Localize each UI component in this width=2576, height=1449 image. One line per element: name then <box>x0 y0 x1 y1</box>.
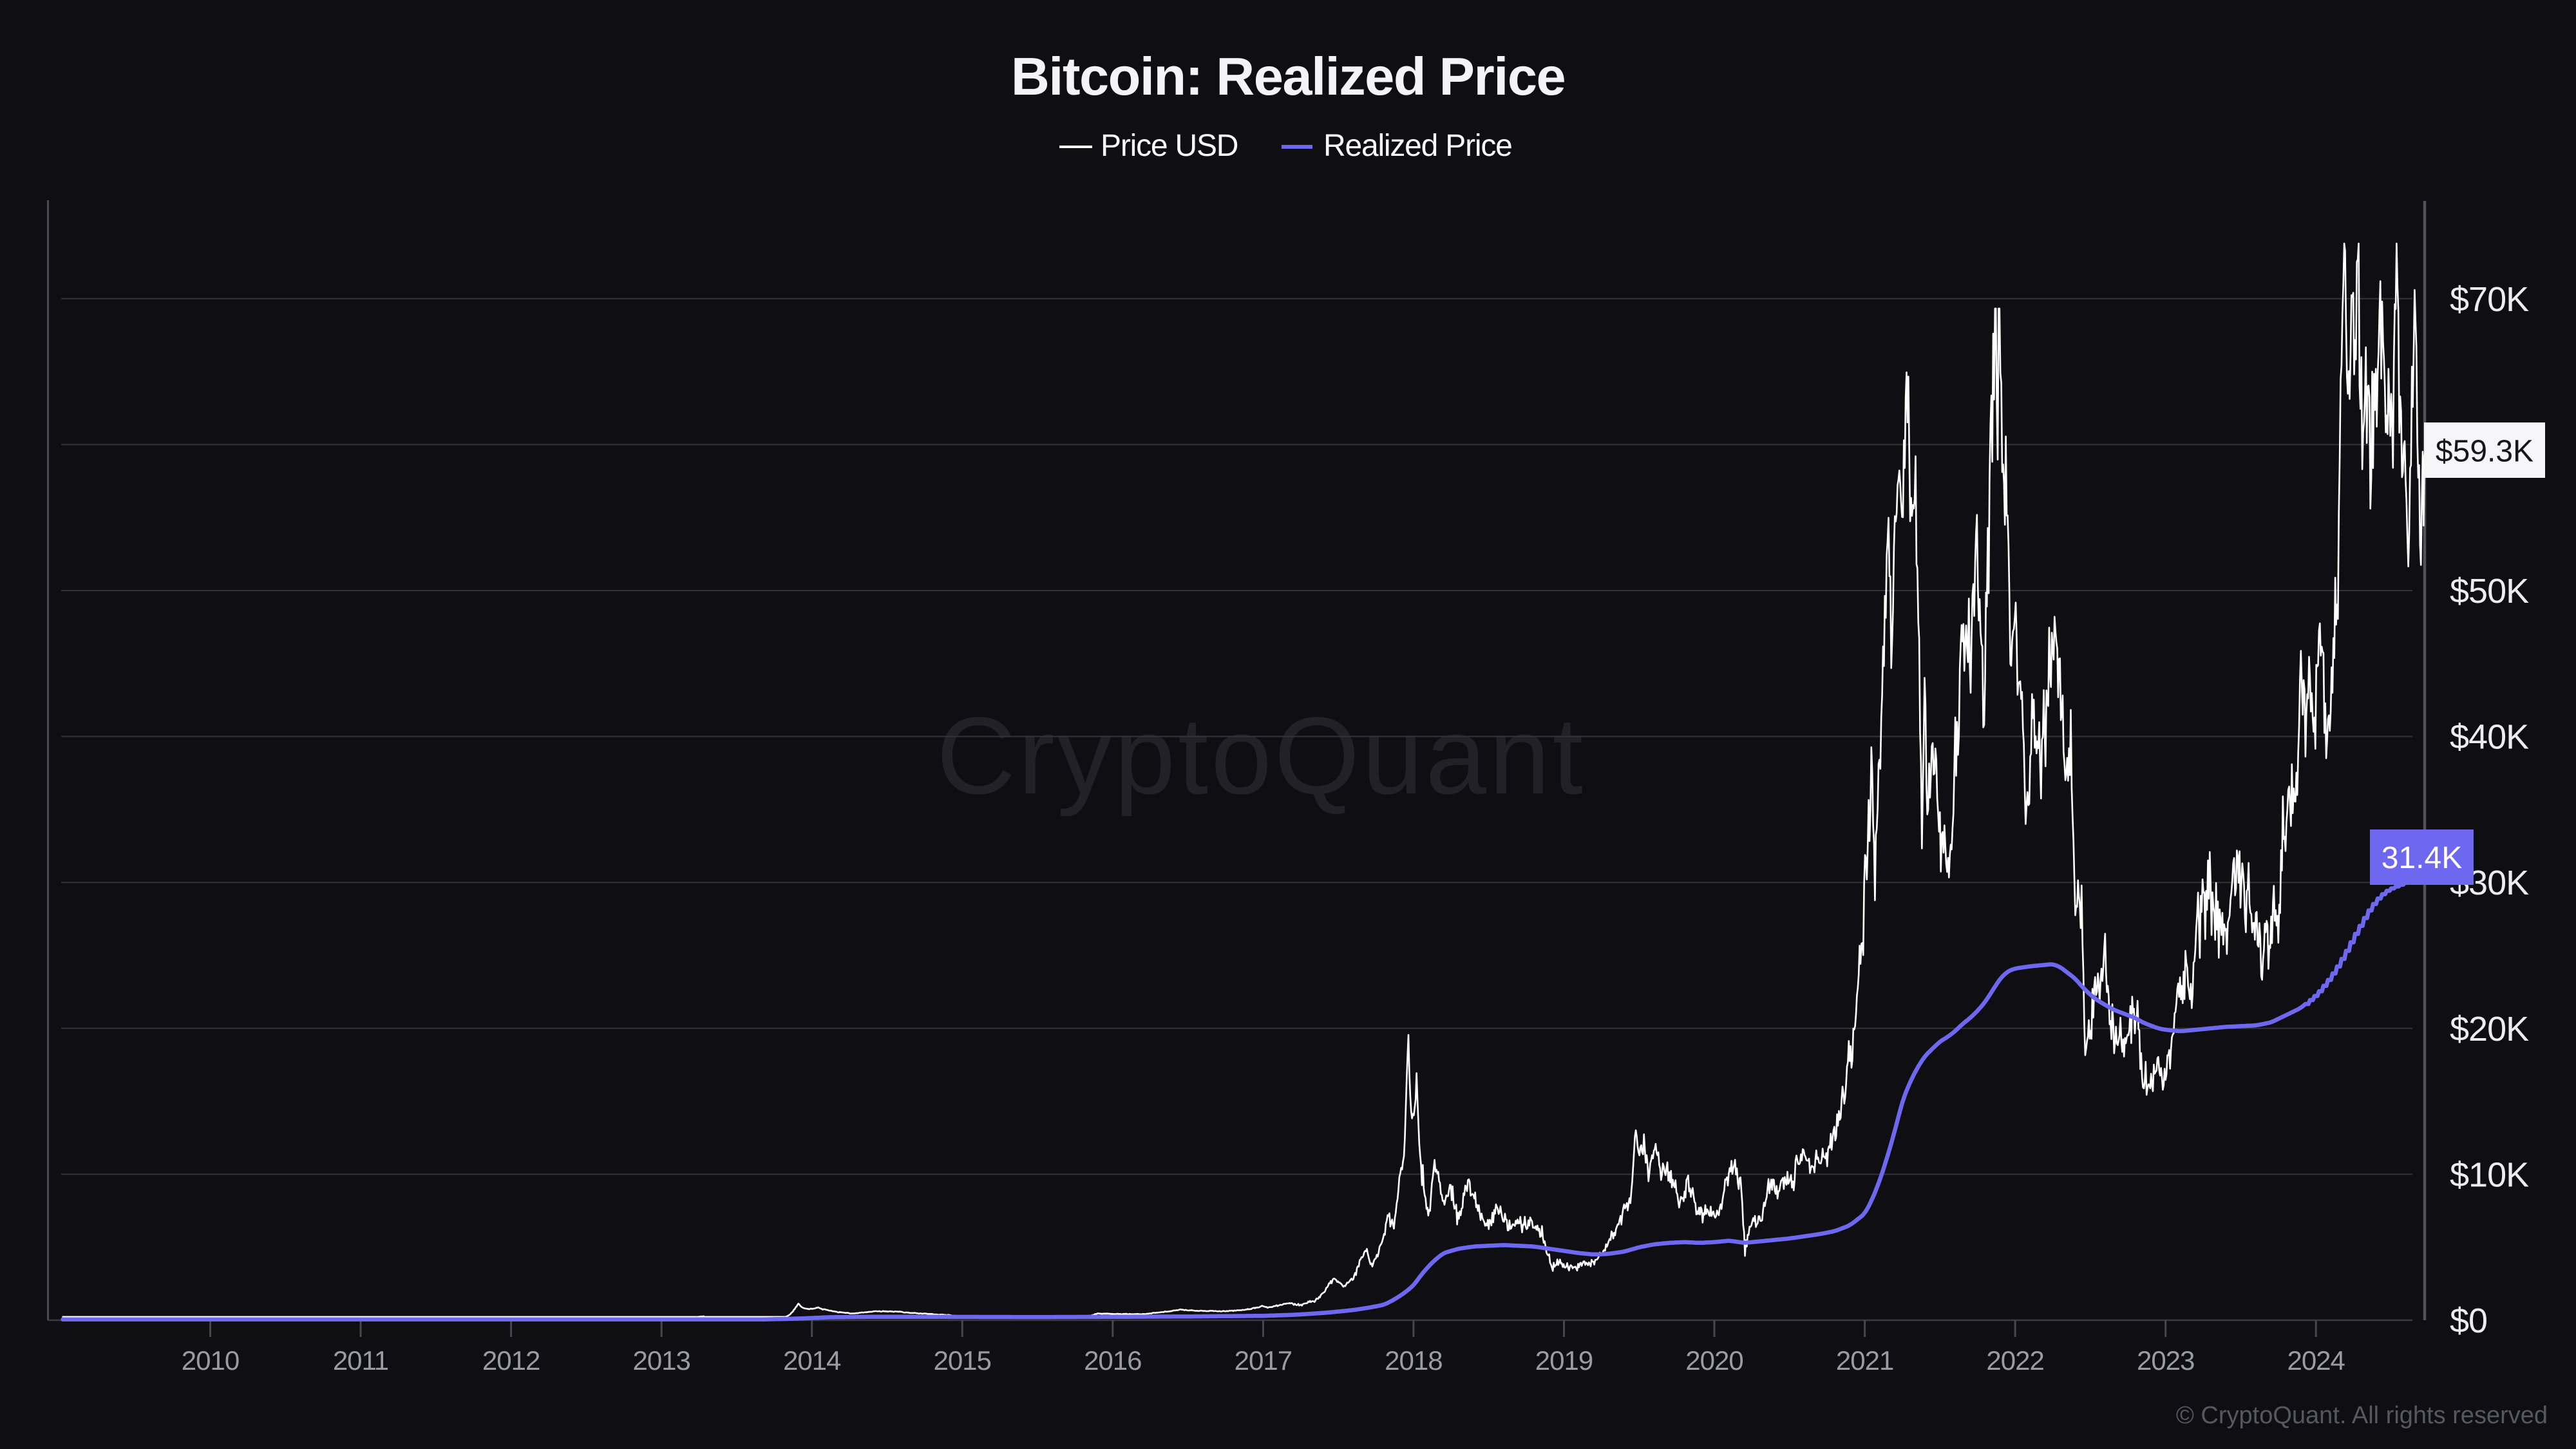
svg-text:2015: 2015 <box>933 1345 990 1376</box>
svg-text:2012: 2012 <box>482 1345 540 1376</box>
svg-text:2013: 2013 <box>632 1345 690 1376</box>
svg-text:2018: 2018 <box>1385 1345 1442 1376</box>
svg-text:2024: 2024 <box>2287 1345 2345 1376</box>
svg-text:Realized Price: Realized Price <box>1323 129 1512 163</box>
svg-text:Bitcoin: Realized Price: Bitcoin: Realized Price <box>1011 46 1565 106</box>
svg-text:2011: 2011 <box>333 1345 388 1376</box>
svg-text:$70K: $70K <box>2450 280 2529 319</box>
svg-text:2017: 2017 <box>1235 1345 1292 1376</box>
svg-text:$10K: $10K <box>2450 1155 2529 1194</box>
svg-text:2014: 2014 <box>783 1345 841 1376</box>
svg-text:Price USD: Price USD <box>1101 129 1238 163</box>
svg-text:$20K: $20K <box>2450 1010 2529 1048</box>
svg-text:2019: 2019 <box>1535 1345 1593 1376</box>
svg-text:$50K: $50K <box>2450 572 2529 611</box>
svg-text:2020: 2020 <box>1685 1345 1743 1376</box>
svg-text:$0: $0 <box>2450 1302 2487 1340</box>
svg-text:2023: 2023 <box>2137 1345 2194 1376</box>
svg-text:2021: 2021 <box>1836 1345 1893 1376</box>
svg-text:$59.3K: $59.3K <box>2436 435 2533 469</box>
svg-text:$40K: $40K <box>2450 718 2529 757</box>
svg-text:CryptoQuant: CryptoQuant <box>936 695 1586 817</box>
svg-text:31.4K: 31.4K <box>2382 841 2462 875</box>
svg-text:2010: 2010 <box>182 1345 239 1376</box>
svg-text:2016: 2016 <box>1084 1345 1141 1376</box>
svg-text:2022: 2022 <box>1986 1345 2043 1376</box>
svg-text:© CryptoQuant. All rights rese: © CryptoQuant. All rights reserved <box>2176 1402 2548 1429</box>
